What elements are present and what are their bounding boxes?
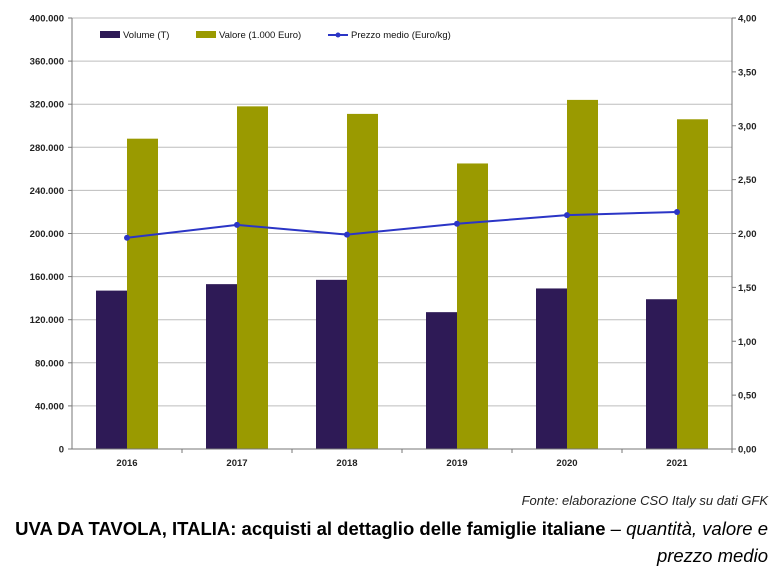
bar-volume-2017 (206, 284, 237, 449)
line-prezzo-medio (126, 210, 678, 239)
point-prezzo-2016 (124, 234, 130, 241)
x-tick-label: 2021 (666, 458, 688, 469)
legend-marker-2 (335, 32, 341, 38)
bar-volume-2021 (646, 299, 677, 449)
chart-container: 0 40.000 80.000 120.000 160.000 200.000 240.00… (30, 14, 757, 470)
bar-valore-2020 (567, 99, 598, 449)
bar-valore-2019 (457, 163, 488, 449)
y-left-tick-label: 200.000 (30, 229, 64, 240)
bar-valore-2017 (237, 106, 268, 449)
y-left-tick-label: 40.000 (35, 401, 64, 412)
legend-label-2: Prezzo medio (Euro/kg) (351, 30, 451, 41)
y-right-tick-label: 0,50 (738, 391, 757, 402)
bar-volume-2018 (316, 279, 347, 449)
x-tick-label: 2016 (116, 458, 137, 469)
title-main: UVA DA TAVOLA, ITALIA: acquisti al detta… (15, 518, 606, 539)
y-left-tick-label: 240.000 (30, 186, 64, 197)
y-right-tick-label: 3,50 (738, 67, 757, 78)
bar-valore-2021 (677, 119, 708, 449)
source-note: Fonte: elaborazione CSO Italy su dati GF… (521, 493, 768, 508)
legend-swatch-0 (100, 31, 120, 38)
y-right-tick-label: 0,00 (738, 445, 757, 456)
bar-valore-2016 (127, 138, 158, 449)
x-tick-label: 2017 (226, 458, 247, 469)
y-right-tick-label: 2,00 (738, 229, 757, 240)
bar-volume-2016 (96, 290, 127, 449)
bar-valore-2018 (347, 113, 378, 450)
legend-swatch-1 (196, 31, 216, 38)
y-left-tick-label: 320.000 (30, 100, 64, 111)
x-tick-label: 2020 (556, 458, 577, 469)
y-right-tick-label: 1,50 (738, 283, 757, 294)
y-right-tick-label: 2,50 (738, 175, 757, 186)
x-tick-label: 2019 (446, 458, 467, 469)
y-left-tick-label: 120.000 (30, 315, 64, 326)
bar-volume-2019 (426, 312, 457, 449)
point-prezzo-2019 (454, 220, 460, 227)
chart-title: UVA DA TAVOLA, ITALIA: acquisti al detta… (8, 515, 768, 569)
bar-volume-2020 (536, 288, 567, 449)
point-prezzo-2021 (674, 208, 680, 215)
y-right-tick-label: 4,00 (738, 14, 757, 25)
point-prezzo-2018 (344, 231, 350, 238)
point-prezzo-2020 (564, 212, 570, 219)
y-left-tick-label: 400.000 (30, 14, 64, 25)
legend-label-0: Volume (T) (123, 30, 169, 41)
title-dash: – (605, 518, 627, 539)
y-left-tick-label: 160.000 (30, 272, 64, 283)
y-right-tick-label: 3,00 (738, 121, 757, 132)
x-tick-label: 2018 (336, 458, 357, 469)
point-prezzo-2017 (234, 221, 240, 228)
y-left-tick-label: 80.000 (35, 358, 64, 369)
y-left-tick-label: 280.000 (30, 143, 64, 154)
combo-chart: 0 40.000 80.000 120.000 160.000 200.000 240.00… (30, 14, 757, 470)
legend-label-1: Valore (1.000 Euro) (219, 30, 301, 41)
y-right-tick-label: 1,00 (738, 337, 757, 348)
title-subtitle: quantità, valore e prezzo medio (626, 518, 768, 566)
y-left-tick-label: 0 (59, 445, 64, 456)
y-left-tick-label: 360.000 (30, 57, 64, 68)
